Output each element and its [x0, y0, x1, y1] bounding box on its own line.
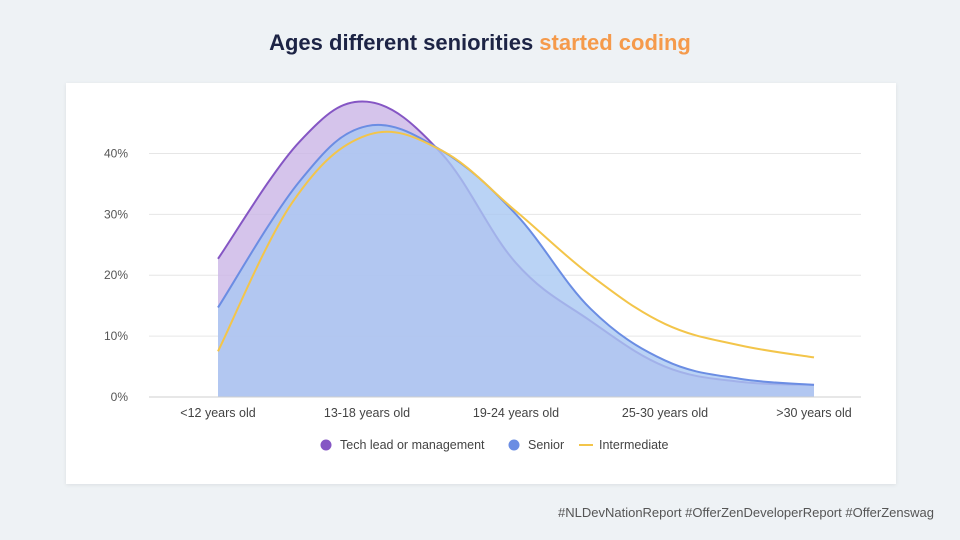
y-tick-label: 10% [104, 329, 128, 343]
x-tick-label: 13-18 years old [324, 406, 410, 420]
y-tick-label: 0% [111, 390, 129, 404]
x-tick-label: >30 years old [776, 406, 851, 420]
area-chart: 0% 10% 20% 30% 40% <12 years old 13-18 years … [104, 100, 861, 452]
x-tick-label: <12 years old [180, 406, 255, 420]
line-intermediate [217, 130, 815, 359]
chart-card: 0% 10% 20% 30% 40% <12 years old 13-18 years … [66, 83, 896, 484]
legend-marker [508, 439, 520, 451]
x-tick-label: 19-24 years old [473, 406, 559, 420]
title-main: Ages different seniorities [269, 30, 540, 55]
legend-item-intermediate: Intermediate [579, 438, 669, 452]
legend-item-senior: Senior [508, 438, 564, 452]
y-tick-label: 30% [104, 207, 128, 221]
line-senior [217, 123, 815, 386]
legend-label: Tech lead or management [340, 438, 485, 452]
x-axis-ticks: <12 years old 13-18 years old 19-24 years … [180, 406, 851, 420]
y-axis-ticks: 0% 10% 20% 30% 40% [104, 146, 128, 404]
legend-marker [320, 439, 332, 451]
y-tick-label: 40% [104, 146, 128, 160]
page-title: Ages different seniorities started codin… [0, 30, 960, 56]
area-senior [218, 124, 814, 398]
title-accent: started coding [539, 30, 691, 55]
y-tick-label: 20% [104, 268, 128, 282]
chart-legend: Tech lead or management Senior Intermediat… [320, 438, 669, 452]
legend-label: Intermediate [599, 438, 669, 452]
legend-label: Senior [528, 438, 564, 452]
x-tick-label: 25-30 years old [622, 406, 708, 420]
chart-areas [217, 100, 815, 398]
footer-hashtags: #NLDevNationReport #OfferZenDeveloperRep… [558, 505, 934, 520]
legend-item-tech-lead-or-management: Tech lead or management [320, 438, 485, 452]
